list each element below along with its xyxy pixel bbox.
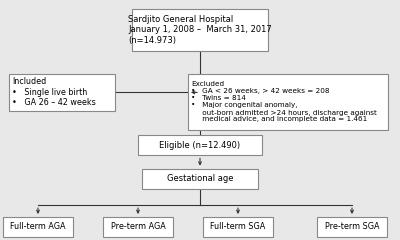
Text: Sardjito General Hospital
January 1, 2008 –  March 31, 2017
(n=14.973): Sardjito General Hospital January 1, 200… — [128, 15, 272, 45]
FancyBboxPatch shape — [138, 135, 262, 156]
FancyBboxPatch shape — [317, 217, 387, 237]
FancyBboxPatch shape — [103, 217, 173, 237]
Text: Eligible (n=12.490): Eligible (n=12.490) — [160, 141, 240, 150]
FancyBboxPatch shape — [132, 9, 268, 51]
FancyBboxPatch shape — [142, 168, 258, 189]
Text: Full-term AGA: Full-term AGA — [10, 222, 66, 231]
Text: Pre-term AGA: Pre-term AGA — [111, 222, 165, 231]
Text: Full-term SGA: Full-term SGA — [210, 222, 266, 231]
FancyBboxPatch shape — [203, 217, 273, 237]
Text: Gestational age: Gestational age — [167, 174, 233, 183]
Text: Pre-term SGA: Pre-term SGA — [325, 222, 379, 231]
Text: Excluded
•   GA < 26 weeks, > 42 weeks = 208
•   Twins = 814
•   Major congenita: Excluded • GA < 26 weeks, > 42 weeks = 2… — [191, 82, 377, 122]
FancyBboxPatch shape — [188, 74, 388, 130]
Text: Included
•   Single live birth
•   GA 26 – 42 weeks: Included • Single live birth • GA 26 – 4… — [12, 78, 96, 107]
FancyBboxPatch shape — [9, 74, 115, 111]
FancyBboxPatch shape — [3, 217, 73, 237]
